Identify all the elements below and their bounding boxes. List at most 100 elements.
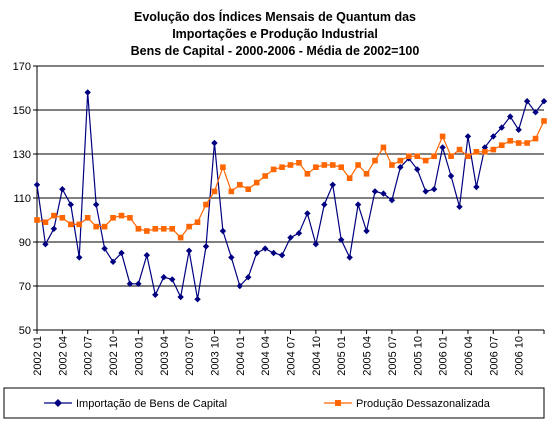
data-point	[177, 234, 184, 241]
data-point	[329, 162, 336, 168]
x-tick-label: 2005 04	[362, 336, 374, 376]
data-point	[295, 230, 303, 237]
data-point	[465, 153, 471, 159]
series-production	[34, 118, 547, 241]
data-point	[287, 234, 294, 241]
x-tick-label: 2002 10	[108, 336, 120, 376]
data-point	[76, 254, 83, 261]
data-point	[194, 219, 201, 225]
data-point	[219, 227, 227, 235]
data-point	[397, 164, 404, 171]
data-point	[406, 153, 412, 159]
axes	[33, 65, 545, 334]
data-point	[380, 190, 387, 197]
data-point	[152, 226, 159, 232]
legend-box	[3, 387, 545, 419]
data-point	[447, 172, 455, 180]
legend-label-production: Produção Dessazonalizada	[356, 398, 491, 410]
data-point	[287, 162, 294, 168]
x-tick-label: 2006 07	[488, 336, 500, 376]
data-point	[414, 166, 421, 173]
data-point	[245, 274, 252, 281]
data-point	[59, 186, 66, 193]
data-point	[524, 140, 530, 146]
data-point	[220, 164, 226, 170]
data-point	[363, 171, 370, 177]
data-point	[523, 98, 531, 105]
data-point	[253, 249, 260, 257]
data-point	[253, 179, 260, 186]
data-point	[211, 139, 218, 147]
data-point	[490, 133, 497, 140]
series-imports	[33, 89, 548, 303]
data-point	[67, 201, 74, 208]
x-tick-label: 2002 01	[32, 336, 44, 376]
data-point	[169, 226, 175, 232]
data-point	[389, 162, 395, 168]
x-tick-label: 2003 07	[184, 336, 196, 376]
x-tick-label: 2004 04	[260, 336, 272, 376]
data-point	[304, 210, 311, 217]
data-point	[110, 215, 116, 221]
data-point	[270, 249, 277, 257]
x-tick-label: 2005 10	[412, 336, 424, 376]
data-point	[185, 247, 193, 254]
data-point	[202, 243, 210, 250]
data-point	[355, 162, 361, 168]
data-point	[354, 201, 362, 208]
x-tick-label: 2006 10	[514, 336, 526, 376]
x-tick-label: 2006 04	[463, 336, 475, 376]
y-tick-label: 70	[19, 281, 31, 293]
data-point	[143, 252, 151, 259]
data-point	[135, 280, 142, 287]
data-point	[338, 164, 344, 170]
legend-diamond-icon	[54, 399, 62, 407]
x-tick-label: 2002 04	[57, 336, 69, 376]
data-point	[515, 140, 522, 146]
y-tick-label: 170	[13, 61, 31, 73]
y-tick-label: 90	[19, 237, 31, 249]
data-point	[346, 175, 353, 181]
data-point	[380, 144, 387, 151]
data-point	[338, 236, 345, 243]
data-point	[346, 254, 353, 261]
chart-title-line-3: Bens de Capital - 2000-2006 - Média de 2…	[131, 44, 420, 58]
x-tick-label: 2005 07	[387, 336, 399, 376]
x-tick-label: 2002 07	[83, 336, 95, 376]
data-point	[101, 223, 108, 230]
x-tick-label: 2004 07	[286, 336, 298, 376]
data-point	[169, 276, 176, 283]
data-point	[51, 212, 57, 219]
data-point	[507, 113, 514, 120]
y-tick-label: 130	[13, 149, 31, 161]
data-point	[203, 201, 209, 208]
data-point	[278, 252, 286, 259]
legend-label-imports: Importação de Bens de Capital	[76, 398, 227, 410]
data-point	[279, 164, 285, 170]
data-point	[144, 228, 150, 234]
data-point	[42, 219, 49, 225]
data-point	[414, 153, 421, 159]
data-point	[464, 133, 472, 140]
data-point	[84, 89, 91, 96]
data-point	[515, 126, 522, 133]
data-point	[33, 181, 41, 188]
data-point	[228, 254, 235, 261]
data-point	[160, 226, 167, 232]
legend-square-icon	[335, 400, 341, 406]
data-point	[177, 293, 184, 301]
data-point	[321, 201, 328, 208]
data-point	[262, 173, 268, 179]
data-point	[422, 157, 429, 164]
data-point	[42, 241, 49, 248]
x-tick-label: 2005 01	[336, 336, 348, 376]
data-point	[448, 153, 454, 159]
data-point	[34, 217, 40, 223]
data-point	[507, 138, 513, 144]
data-point	[363, 227, 370, 235]
legend: Importação de Bens de Capital Produção D…	[3, 387, 545, 419]
data-point	[388, 197, 396, 204]
data-point	[118, 249, 125, 257]
data-point	[152, 291, 159, 298]
